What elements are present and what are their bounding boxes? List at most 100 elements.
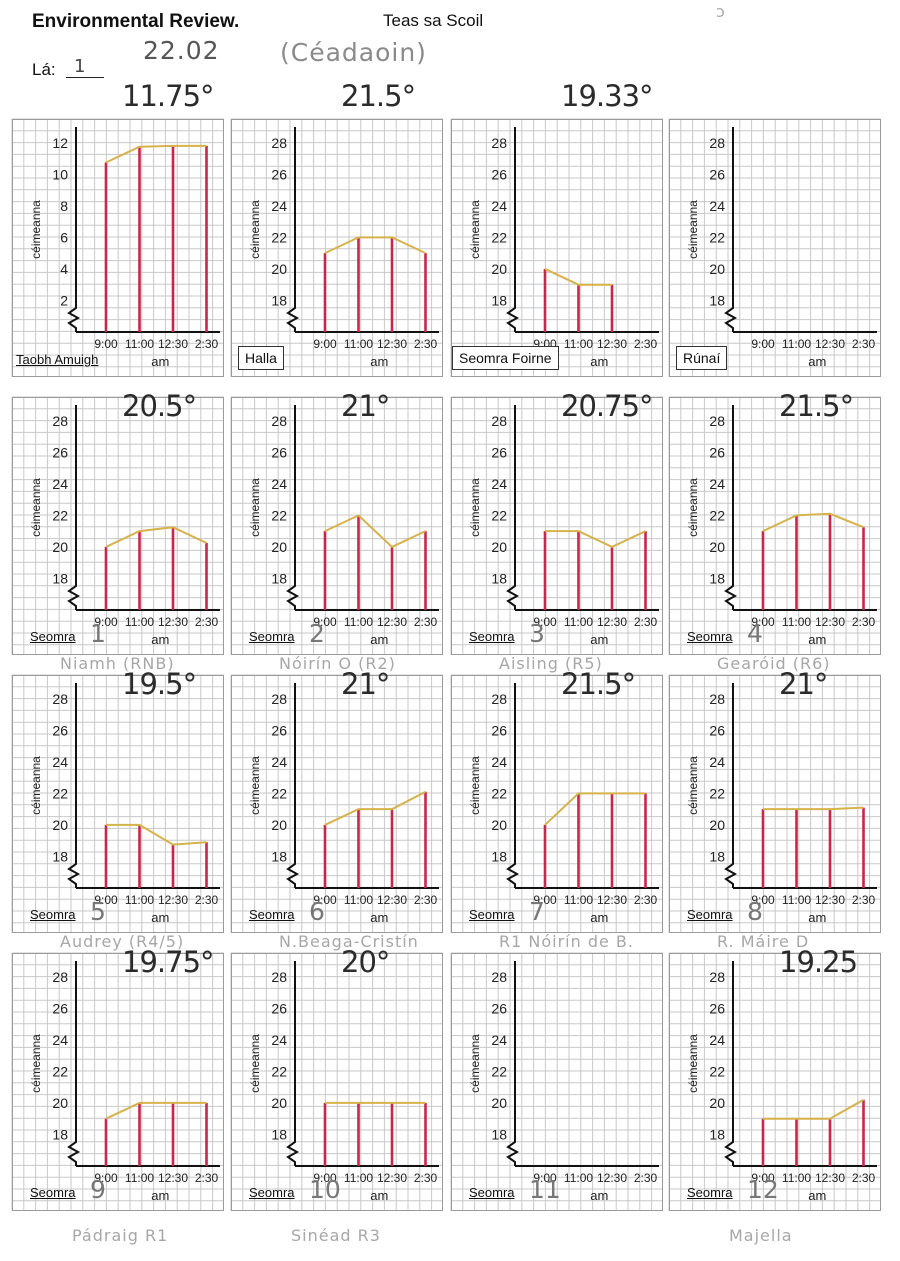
x-tick-label: 2:30	[852, 893, 876, 907]
x-axis-unit: am	[808, 354, 826, 369]
x-tick-label: 9:00	[313, 337, 337, 351]
x-tick-label: 2:30	[195, 1171, 219, 1185]
chart-panel: 18 20 22 24 26 28 céimeanna 9:00 11:00 12:30 2:30 a…	[11, 667, 224, 951]
x-axis-unit: am	[590, 1188, 608, 1203]
y-tick-label: 24	[271, 754, 287, 770]
x-tick-label: 12:30	[377, 1171, 407, 1185]
y-tick-label: 26	[491, 722, 507, 738]
y-tick-label: 24	[491, 1032, 507, 1048]
y-tick-label: 24	[709, 1032, 725, 1048]
teacher-name: Audrey (R4/5)	[60, 932, 185, 951]
chart-panel: 18 20 22 24 26 28 céimeanna 9:00 11:00 12:30 2:30 a…	[450, 667, 663, 951]
room-number: 12	[747, 1175, 779, 1204]
y-tick-label: 18	[491, 292, 507, 308]
trend-line	[763, 806, 864, 811]
panel-border	[451, 953, 663, 1211]
y-axis	[506, 405, 520, 610]
y-tick-label: 20	[271, 817, 287, 833]
y-tick-label: 26	[52, 722, 68, 738]
y-tick-label: 18	[271, 848, 287, 864]
trend-line	[105, 1101, 207, 1120]
y-tick-label: 28	[271, 969, 287, 985]
y-axis-label: céimeanna	[686, 200, 700, 259]
teacher-name: Sinéad R3	[291, 1226, 381, 1245]
y-axis	[67, 127, 81, 332]
panel-border	[12, 953, 224, 1211]
y-tick-label: 20	[52, 817, 68, 833]
y-tick-label: 20	[709, 539, 725, 555]
y-tick-label: 4	[60, 261, 68, 277]
x-tick-label: 2:30	[414, 615, 438, 629]
y-tick-label: 28	[491, 691, 507, 707]
chart-panel: 18 20 22 24 26 28 céimeanna 9:00 11:00 12:30 2:30 a…	[11, 945, 224, 1245]
peak-temperature: 20°	[341, 945, 390, 979]
y-tick-label: 22	[709, 1063, 725, 1079]
y-tick-label: 22	[52, 785, 68, 801]
x-tick-label: 12:30	[815, 615, 845, 629]
peak-temperature: 19.33°	[561, 79, 654, 113]
y-tick-label: 26	[491, 166, 507, 182]
x-tick-label: 12:30	[597, 615, 627, 629]
x-tick-label: 11:00	[125, 615, 154, 629]
panel-border	[669, 119, 881, 377]
trend-line	[545, 530, 646, 549]
x-tick-label: 11:00	[344, 615, 373, 629]
y-axis	[67, 683, 81, 888]
x-tick-label: 9:00	[313, 615, 337, 629]
chart-panel: 18 20 22 24 26 28 céimeanna 9:00 11:00 12:30 2:30 a…	[450, 952, 663, 1211]
peak-temperature: 20.75°	[561, 389, 654, 423]
chart-panel: 18 20 22 24 26 28 céimeanna 9:00 11:00 12:30 2:30 a…	[668, 667, 881, 951]
room-number: 8	[747, 897, 763, 926]
y-tick-label: 22	[491, 229, 507, 245]
page-subtitle: Teas sa Scoil	[383, 11, 484, 30]
y-axis-label: céimeanna	[468, 200, 482, 259]
trend-line	[105, 526, 207, 548]
y-tick-label: 28	[491, 413, 507, 429]
y-axis	[286, 127, 300, 332]
x-axis-unit: am	[370, 1188, 388, 1203]
trend-line	[105, 144, 207, 164]
y-tick-label: 22	[709, 229, 725, 245]
room-label: Seomra	[249, 1185, 295, 1200]
graph-paper	[450, 118, 663, 377]
y-axis	[724, 961, 738, 1166]
y-tick-label: 18	[52, 848, 68, 864]
panel-border	[451, 119, 663, 377]
x-tick-label: 11:00	[125, 337, 154, 351]
y-tick-label: 22	[52, 1063, 68, 1079]
y-tick-label: 26	[52, 444, 68, 460]
y-tick-label: 26	[491, 444, 507, 460]
room-number: 3	[529, 619, 545, 648]
x-tick-label: 9:00	[313, 1171, 337, 1185]
date-handwritten: 22.02	[143, 36, 220, 65]
y-tick-label: 18	[709, 848, 725, 864]
x-tick-label: 2:30	[634, 1171, 658, 1185]
page-title: Environmental Review.	[32, 11, 240, 32]
x-tick-label: 11:00	[344, 337, 373, 351]
y-tick-label: 12	[52, 135, 68, 151]
x-tick-label: 11:00	[125, 1171, 154, 1185]
y-tick-label: 22	[491, 507, 507, 523]
x-axis-unit: am	[370, 910, 388, 925]
y-tick-label: 20	[491, 539, 507, 555]
y-axis-label: céimeanna	[468, 478, 482, 537]
x-tick-label: 12:30	[377, 337, 407, 351]
y-tick-label: 28	[491, 969, 507, 985]
x-tick-label: 11:00	[344, 893, 373, 907]
x-tick-label: 9:00	[533, 615, 557, 629]
y-tick-label: 20	[491, 261, 507, 277]
x-tick-label: 12:30	[158, 1171, 188, 1185]
x-axis-unit: am	[370, 354, 388, 369]
x-tick-label: 11:00	[782, 893, 811, 907]
x-tick-label: 11:00	[125, 893, 154, 907]
x-tick-label: 2:30	[634, 893, 658, 907]
y-axis	[506, 127, 520, 332]
y-axis-label: céimeanna	[248, 756, 262, 815]
